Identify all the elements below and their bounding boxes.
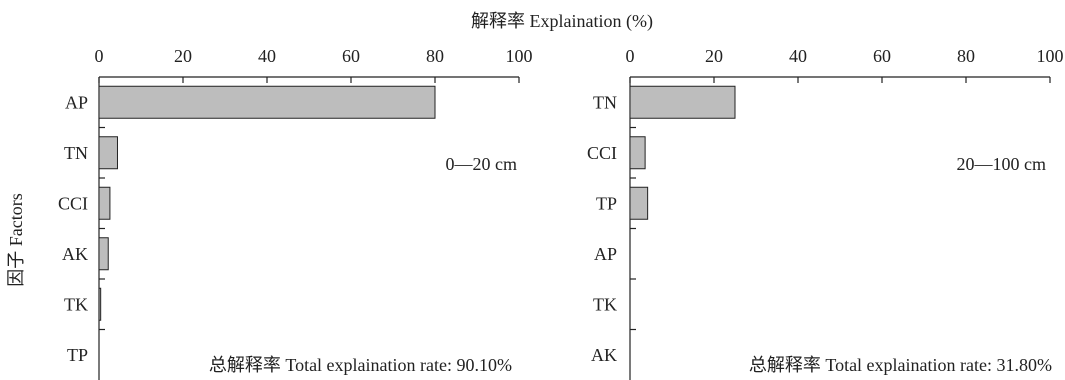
category-label: CCI <box>587 143 617 163</box>
x-axis-title: 解释率 Explaination (%) <box>471 11 653 32</box>
total-explanation-label: 总解释率 Total explaination rate: 31.80% <box>749 355 1052 375</box>
x-tick-label: 100 <box>506 46 533 66</box>
category-label: AK <box>591 345 617 365</box>
bar-tn <box>629 85 736 119</box>
category-label: AP <box>594 244 617 264</box>
category-label: AK <box>62 244 88 264</box>
bar-ap <box>98 85 436 119</box>
category-label: TN <box>593 92 617 112</box>
bar-tp <box>629 186 649 220</box>
x-tick-label: 60 <box>342 46 360 66</box>
bar-tn <box>98 136 118 170</box>
total-explanation-label: 总解释率 Total explaination rate: 90.10% <box>209 355 512 375</box>
chart-panel-2: 0 20 40 60 80 100 TN CCI TP AP TK AK 20—100 cm 总解释率 T… <box>587 46 1064 380</box>
category-label: CCI <box>58 193 88 213</box>
x-tick-label: 80 <box>426 46 444 66</box>
category-label: TN <box>64 143 88 163</box>
x-tick-label: 0 <box>626 46 635 66</box>
x-tick-label: 100 <box>1037 46 1064 66</box>
bar-cci <box>98 186 111 220</box>
x-tick-label: 20 <box>174 46 192 66</box>
category-label: TP <box>596 193 617 213</box>
category-label: TK <box>593 294 617 314</box>
category-label: AP <box>65 92 88 112</box>
bar-cci <box>629 136 646 170</box>
x-tick-label: 40 <box>789 46 807 66</box>
depth-label: 0—20 cm <box>446 154 518 174</box>
x-tick-label: 20 <box>705 46 723 66</box>
category-label: TP <box>67 345 88 365</box>
x-tick-label: 40 <box>258 46 276 66</box>
x-tick-label: 80 <box>957 46 975 66</box>
bar-tk <box>98 287 102 321</box>
y-axis-title: 因子 Factors <box>6 193 26 287</box>
depth-label: 20—100 cm <box>957 154 1047 174</box>
category-label: TK <box>64 294 88 314</box>
chart-panel-1: 0 20 40 60 80 100 AP TN CCI AK TK TP 0—20 cm 总解释率 Tot… <box>58 46 533 380</box>
chart-panels: 0 20 40 60 80 100 AP TN CCI AK TK TP 0—20 cm 总解释率 Tot… <box>58 46 1064 380</box>
bar-ak <box>98 237 109 271</box>
x-tick-label: 60 <box>873 46 891 66</box>
x-tick-label: 0 <box>95 46 104 66</box>
